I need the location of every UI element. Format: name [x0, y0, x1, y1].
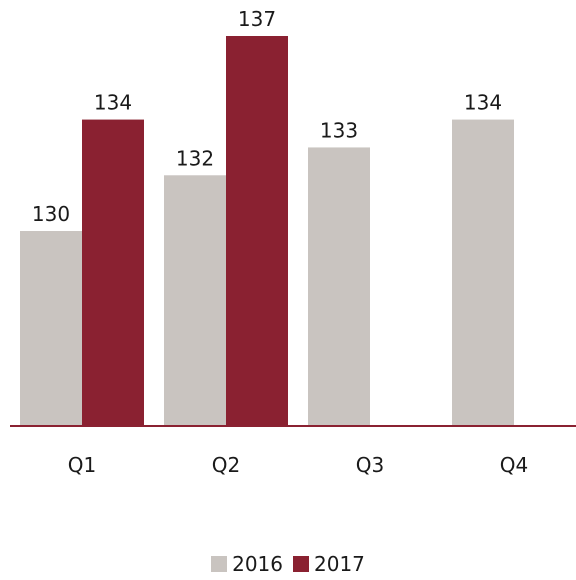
legend-swatch-2017 — [293, 556, 309, 572]
bar-q3-2016 — [308, 147, 370, 426]
legend-label-2017: 2017 — [314, 552, 365, 576]
data-label-q2-2017: 137 — [238, 7, 276, 31]
bar-q1-2016 — [20, 231, 82, 426]
bar-q4-2016 — [452, 119, 514, 427]
legend-item-2016: 2016 — [211, 552, 283, 576]
bar-q1-2017 — [82, 119, 144, 427]
legend-swatch-2016 — [211, 556, 228, 572]
legend-label-2016: 2016 — [232, 552, 283, 576]
legend: 2016 2017 — [0, 552, 576, 576]
data-label-q2-2016: 132 — [176, 146, 214, 170]
data-label-q4-2016: 134 — [464, 91, 502, 115]
legend-item-2017: 2017 — [293, 552, 365, 576]
bar-q2-2016 — [164, 175, 226, 426]
data-label-q3-2016: 133 — [320, 118, 358, 142]
x-tick-label-q1: Q1 — [68, 453, 96, 477]
data-label-q1-2016: 130 — [32, 202, 70, 226]
x-tick-label-q4: Q4 — [500, 453, 528, 477]
x-tick-label-q2: Q2 — [212, 453, 240, 477]
data-label-q1-2017: 134 — [94, 91, 132, 115]
bar-q2-2017 — [226, 36, 288, 426]
x-tick-label-q3: Q3 — [356, 453, 384, 477]
